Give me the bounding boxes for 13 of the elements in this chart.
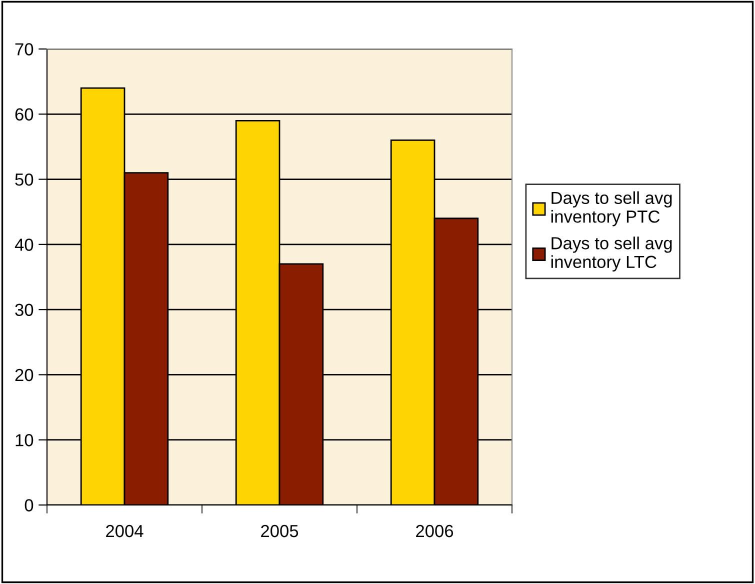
y-tick-label: 70 — [15, 43, 34, 56]
x-tick-label: 2005 — [261, 524, 298, 538]
x-tick-label: 2006 — [416, 524, 454, 538]
y-tick-label: 50 — [15, 173, 34, 186]
legend-label: Days to sell avg inventory PTC — [551, 191, 672, 226]
legend-label: Days to sell avg inventory LTC — [551, 236, 672, 272]
y-tick-label: 40 — [14, 238, 34, 251]
y-tick-label: 20 — [15, 368, 34, 382]
y-tick-label: 60 — [15, 108, 34, 121]
y-tick-label: 10 — [16, 434, 34, 446]
y-tick-label: 30 — [15, 304, 34, 316]
x-tick-label: 2004 — [106, 524, 144, 538]
y-tick-label: 0 — [24, 499, 34, 512]
